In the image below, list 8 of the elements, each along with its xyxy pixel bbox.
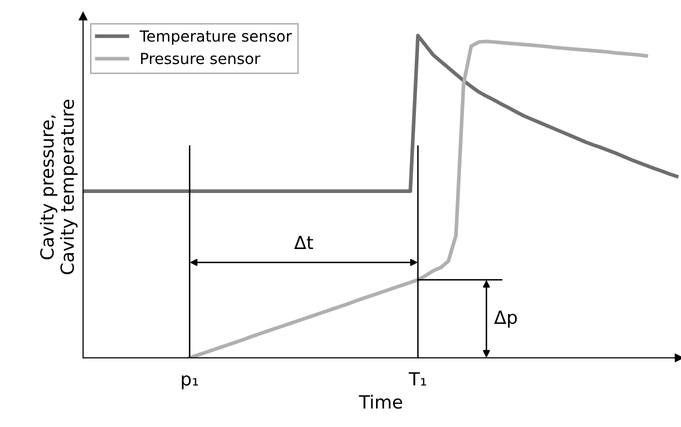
x-axis-title: Time	[358, 394, 402, 409]
y-axis-title: Cavity pressure, Cavity temperature	[40, 100, 78, 274]
x-tick-label: T₁	[408, 372, 426, 386]
legend-label: Temperature sensor	[140, 30, 292, 45]
legend-label: Pressure sensor	[141, 52, 260, 64]
annotation: Δp	[494, 310, 517, 328]
annotation: Δt	[294, 236, 314, 250]
x-tick-label: p₁	[182, 375, 198, 390]
